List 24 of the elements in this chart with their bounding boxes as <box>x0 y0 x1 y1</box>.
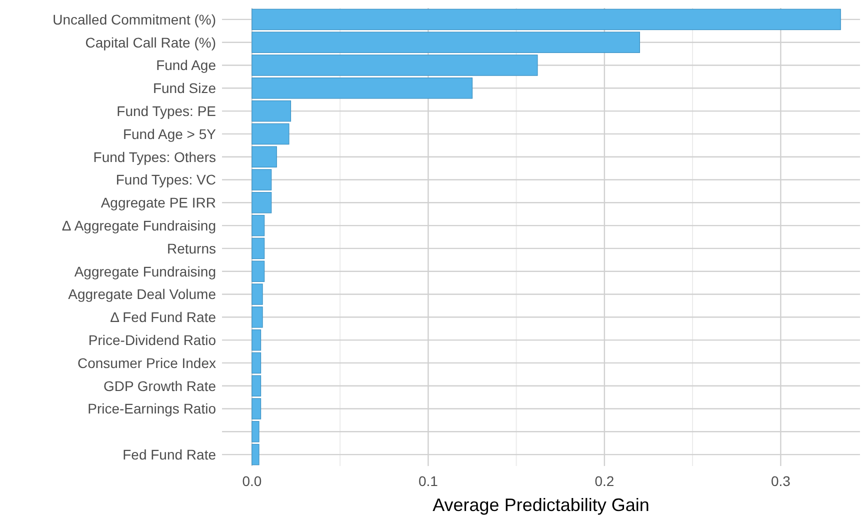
x-tick-label: 0.0 <box>242 473 262 489</box>
x-tick-label: 0.1 <box>418 473 438 489</box>
x-tick-label: 0.3 <box>770 473 791 489</box>
y-tick-label: Aggregate Fundraising <box>74 263 216 280</box>
x-axis-title: Average Predictability Gain <box>432 495 650 515</box>
y-tick-label: Uncalled Commitment (%) <box>52 11 216 28</box>
y-tick-label: Δ Aggregate Fundraising <box>62 217 216 234</box>
y-tick-label: Fund Age > 5Y <box>122 126 217 142</box>
y-tick-label: Fund Size <box>152 80 216 96</box>
y-tick-label: Fund Types: PE <box>116 102 216 119</box>
y-tick-label: GDP Growth Rate <box>103 378 216 394</box>
y-tick-label: Aggregate PE IRR <box>100 194 216 211</box>
x-tick-label: 0.2 <box>594 473 614 489</box>
y-tick-label: Aggregate Deal Volume <box>68 286 216 302</box>
y-tick-label: Fund Types: Others <box>93 148 216 165</box>
y-tick-label: Fund Age <box>156 57 216 74</box>
y-tick-label: Price-Dividend Ratio <box>88 332 216 348</box>
y-tick-label: Consumer Price Index <box>77 354 216 371</box>
y-tick-label: Returns <box>166 240 216 256</box>
y-tick-label: Fed Fund Rate <box>122 446 216 462</box>
y-tick-label: Capital Call Rate (%) <box>85 34 216 50</box>
y-tick-label: Δ Fed Fund Rate <box>110 309 216 326</box>
y-tick-label: Fund Types: VC <box>116 172 216 188</box>
y-tick-label: Price-Earnings Ratio <box>88 400 216 417</box>
